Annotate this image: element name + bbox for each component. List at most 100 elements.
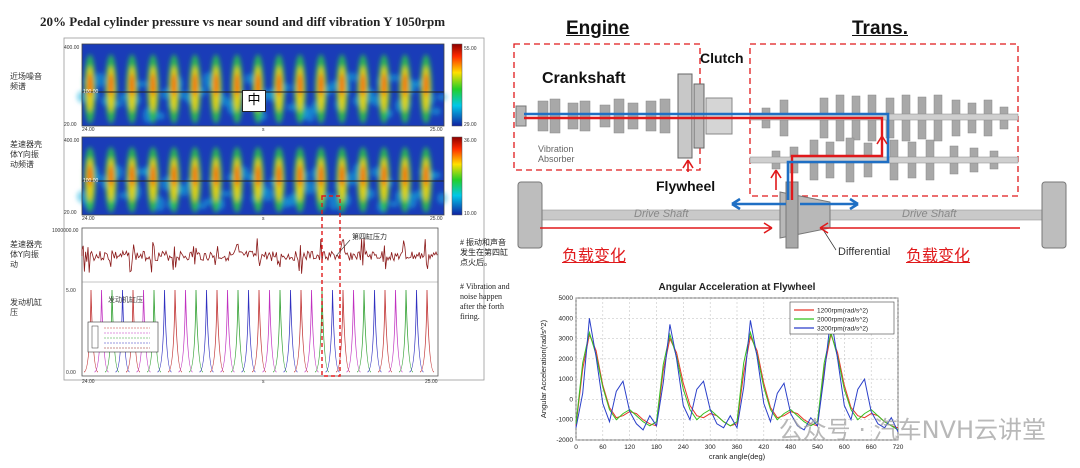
pressure-spike <box>356 289 372 373</box>
pressure-spike <box>125 289 141 373</box>
vibration-absorber <box>515 105 527 127</box>
spectrum-blob <box>287 103 297 111</box>
x-tick-label: 0 <box>574 444 578 451</box>
flywheel-pointer <box>682 159 694 172</box>
trace-legend <box>87 321 159 353</box>
pressure-spike <box>325 289 340 373</box>
cbar1-bottom: 29.00 <box>464 122 477 128</box>
flywheel <box>677 73 693 159</box>
spectrum-blob <box>277 73 281 97</box>
spectrum-blob <box>109 165 113 187</box>
power-flow-blue <box>524 112 890 200</box>
left-panel: 20% Pedal cylinder pressure vs near soun… <box>0 0 515 468</box>
plot2-xtick-mid: s <box>262 216 265 222</box>
plot2-xtick-left: 24.00 <box>82 216 95 222</box>
legend-entry: 2000rpm(rad/s^2) <box>817 317 868 324</box>
red-arrow-trans <box>876 135 888 145</box>
plot1-xtick-right: 25.00 <box>430 127 443 133</box>
plot3-ylabel: 差速器壳体Y向振动 <box>10 240 42 269</box>
clutch-disc <box>693 83 705 149</box>
engine-box <box>513 43 701 171</box>
vibration-absorber-label: Vibration Absorber <box>538 144 575 164</box>
spectrum-blob <box>329 194 339 211</box>
spectrum-blob <box>431 171 441 179</box>
annotation-arrow <box>335 239 351 257</box>
spectrum-blob <box>119 192 129 199</box>
spectrum-blob <box>382 165 386 187</box>
spectrogram-1 <box>77 43 447 127</box>
spectrum-blob <box>347 172 357 186</box>
plot1-ytick-top: 400.00 <box>64 45 80 51</box>
cbar1-top: 55.00 <box>464 46 477 52</box>
spectrum-blob <box>382 73 386 97</box>
pressure-spike <box>377 289 393 373</box>
plot1-ylabel: 近场噪音频谱 <box>10 72 42 91</box>
spectrum-blob <box>298 73 302 97</box>
spectrum-blob <box>151 165 155 187</box>
right-wheel <box>1041 181 1067 249</box>
spectrum-blob <box>305 180 315 195</box>
crank-gear <box>579 100 591 132</box>
chart-svg: Angular Acceleration at Flywheel 0 60 120 18… <box>539 282 904 461</box>
pressure-spike <box>178 289 193 373</box>
y-tick-label: 2000 <box>559 356 574 363</box>
pressure-spike <box>136 289 151 373</box>
spectrum-blob <box>235 165 239 187</box>
pressure-spike <box>94 289 109 373</box>
differential-label: Differential <box>838 246 891 258</box>
plot1-line-value: 100.00 <box>83 89 99 95</box>
pressure-spike <box>209 289 225 373</box>
spectrum-blob <box>340 73 344 97</box>
angular-acceleration-chart: Angular Acceleration at Flywheel 0 60 120 18… <box>520 278 910 466</box>
red-arrow-right <box>819 222 1020 234</box>
differential-leader <box>821 227 837 251</box>
cbar2-top: 36.00 <box>464 138 477 144</box>
plot4-xtick-mid: s <box>262 379 265 385</box>
clutch-label: Clutch <box>700 50 744 66</box>
red-arrow-up <box>770 169 782 190</box>
left-wheel <box>517 181 543 249</box>
x-axis-label: crank angle(deg) <box>709 452 766 461</box>
x-tick-label: 180 <box>651 444 662 451</box>
pressure-spike <box>188 289 204 373</box>
spectrum-blob <box>319 73 323 97</box>
left-frame <box>63 37 485 381</box>
spectrum-blob <box>193 165 197 187</box>
red-arrow-left <box>540 222 773 234</box>
plot2-line-value: 100.00 <box>83 178 99 184</box>
spectrum-blob <box>347 72 357 82</box>
pressure-spike <box>335 289 351 373</box>
engine-label: Engine <box>566 18 630 39</box>
drivetrain-svg <box>513 43 1067 251</box>
spectrum-blob <box>197 203 207 210</box>
pressure-spike <box>272 289 288 373</box>
plot4-inner-label: 发动机缸压 <box>108 295 143 304</box>
plot4-xtick-left: 24.00 <box>82 379 95 385</box>
spectrum-blob <box>424 73 428 97</box>
crank-gear <box>613 98 625 134</box>
spectrum-blob <box>155 112 165 120</box>
chart-legend: 1200rpm(rad/s^2) 2000rpm(rad/s^2) 3200rpm(… <box>789 301 895 335</box>
pressure-spike <box>409 289 424 373</box>
spectrum-blob <box>361 73 365 97</box>
spectrum-blob <box>431 107 441 116</box>
x-tick-label: 420 <box>758 444 769 451</box>
vibration-trace <box>81 238 438 274</box>
spectrum-blob <box>403 165 407 187</box>
pressure-spike <box>157 289 172 373</box>
spectrum-blob <box>263 187 273 202</box>
spectrum-blob <box>151 73 155 97</box>
crankshaft-label: Crankshaft <box>542 70 626 87</box>
x-tick-label: 540 <box>812 444 823 451</box>
flywheel-label: Flywheel <box>656 178 716 194</box>
crank-gear <box>599 104 611 128</box>
x-tick-label: 720 <box>893 444 904 451</box>
pressure-spike <box>367 289 382 373</box>
drive-shaft-left-label: Drive Shaft <box>634 208 689 220</box>
pressure-spike <box>230 289 246 373</box>
spectrum-blob <box>277 165 281 187</box>
y-tick-label: 0 <box>569 396 573 403</box>
x-tick-label: 300 <box>705 444 716 451</box>
center-mark: 中 <box>242 90 266 112</box>
chart-title: Angular Acceleration at Flywheel <box>659 282 816 293</box>
